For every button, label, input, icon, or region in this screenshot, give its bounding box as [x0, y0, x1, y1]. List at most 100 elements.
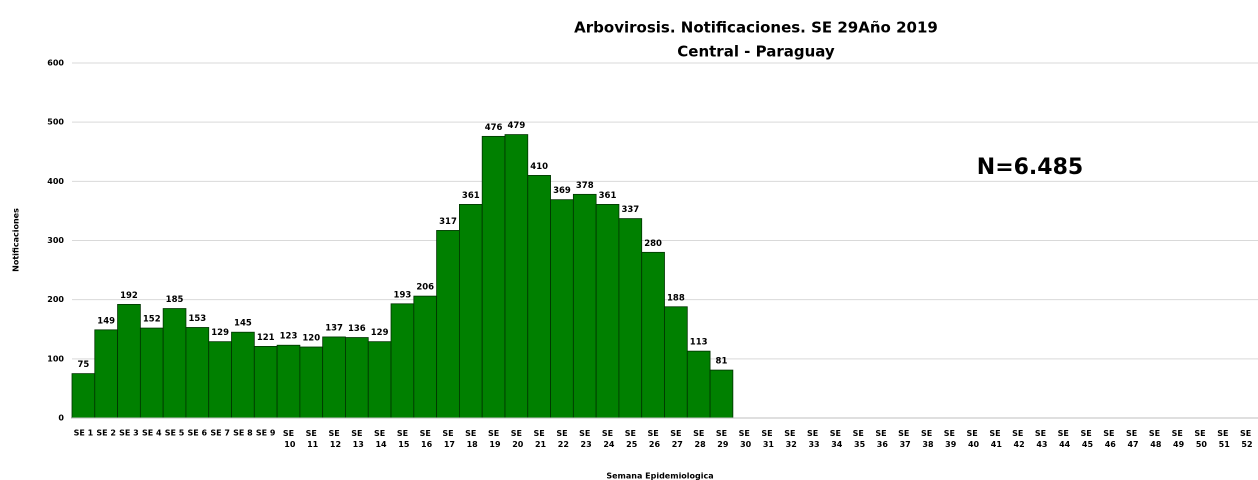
x-tick-label: SE 29	[715, 429, 729, 449]
y-tick-label: 0	[58, 414, 64, 423]
x-tick-label: SE 33	[806, 429, 820, 449]
x-tick-label: SE 37	[897, 429, 911, 449]
bar	[162, 308, 187, 419]
bar	[550, 199, 574, 419]
x-tick-label: SE 18	[464, 429, 478, 449]
value-label: 193	[394, 290, 412, 300]
x-tick-label: SE 14	[373, 429, 387, 449]
value-label: 476	[485, 123, 503, 133]
bar	[231, 331, 255, 419]
bar	[299, 346, 324, 419]
x-tick-label: SE 6	[188, 429, 208, 438]
x-tick-label: SE 42	[1011, 429, 1025, 449]
y-tick-label: 300	[47, 236, 64, 245]
x-tick-label: SE 32	[783, 429, 797, 449]
value-label: 206	[416, 283, 434, 293]
x-tick-label: SE 16	[418, 429, 432, 449]
value-label: 129	[371, 328, 389, 338]
bar	[664, 306, 688, 419]
bar	[641, 251, 665, 419]
bar	[413, 295, 438, 419]
x-tick-label: SE 9	[256, 429, 276, 438]
x-tick-label: SE 48	[1147, 429, 1161, 449]
value-label: 192	[120, 291, 138, 301]
bar	[94, 329, 118, 419]
value-label: 152	[143, 315, 161, 325]
x-tick-label: SE 22	[555, 429, 569, 449]
value-label: 137	[325, 323, 343, 333]
bar	[436, 230, 460, 419]
chart-subtitle: Central - Paraguay	[677, 43, 835, 61]
x-tick-label: SE 30	[737, 429, 751, 449]
value-label: 185	[166, 295, 184, 305]
x-tick-label: SE 17	[441, 429, 455, 449]
bar	[572, 193, 597, 419]
x-tick-label: SE 4	[142, 429, 162, 438]
bar	[504, 134, 529, 419]
value-label: 337	[621, 205, 639, 215]
x-tick-label: SE 31	[760, 429, 774, 449]
bar	[527, 175, 551, 419]
value-label: 75	[77, 360, 89, 370]
value-label: 153	[188, 314, 206, 324]
x-tick-label: SE 24	[601, 429, 615, 449]
bar	[185, 327, 210, 419]
x-tick-label: SE 51	[1216, 429, 1230, 449]
x-tick-label: SE 27	[669, 429, 683, 449]
x-tick-label: SE 44	[1056, 429, 1070, 449]
x-tick-label: SE 10	[282, 429, 296, 449]
x-tick-label: SE 39	[942, 429, 956, 449]
value-label: 317	[439, 217, 457, 227]
bar	[595, 204, 620, 419]
value-label: 81	[716, 357, 728, 367]
x-tick-label: SE 21	[532, 429, 546, 449]
value-label: 113	[690, 338, 708, 348]
x-tick-label: SE 38	[920, 429, 934, 449]
bar	[390, 303, 415, 419]
value-label: 121	[257, 333, 275, 343]
bar	[71, 373, 96, 419]
y-tick-label: 500	[47, 118, 64, 127]
value-label: 369	[553, 186, 571, 196]
x-tick-label: SE 1	[74, 429, 94, 438]
value-label: 188	[667, 293, 685, 303]
x-tick-label: SE 23	[578, 429, 592, 449]
bar	[686, 350, 711, 419]
annotation: N=6.485	[977, 155, 1083, 180]
x-tick-label: SE 41	[988, 429, 1002, 449]
value-label: 120	[302, 334, 320, 344]
bar	[322, 336, 346, 419]
x-tick-label: SE 13	[350, 429, 364, 449]
x-tick-label: SE 50	[1193, 429, 1207, 449]
value-label: 149	[97, 316, 115, 326]
x-tick-label: SE 26	[646, 429, 660, 449]
bar	[139, 327, 164, 419]
value-label: 479	[508, 121, 526, 131]
value-label: 145	[234, 319, 252, 329]
x-tick-label: SE 11	[304, 429, 318, 449]
x-tick-label: SE 43	[1034, 429, 1048, 449]
value-label: 361	[599, 191, 617, 201]
y-axis-label: Notificaciones	[12, 208, 21, 272]
x-tick-label: SE 2	[96, 429, 116, 438]
x-axis-label: Semana Epidemiologica	[606, 472, 713, 480]
x-tick-label: SE 19	[487, 429, 501, 449]
value-label: 378	[576, 181, 594, 191]
y-tick-label: 400	[47, 177, 64, 186]
bar	[117, 303, 141, 419]
x-tick-label: SE 45	[1079, 429, 1093, 449]
bar	[276, 344, 301, 419]
x-tick-label: SE 3	[119, 429, 139, 438]
x-tick-label: SE 12	[327, 429, 341, 449]
x-tick-label: SE 15	[395, 429, 409, 449]
bar	[208, 341, 232, 419]
x-tick-label: SE 52	[1239, 429, 1253, 449]
y-tick-label: 200	[47, 295, 64, 304]
value-label: 129	[211, 328, 229, 338]
x-tick-label: SE 36	[874, 429, 888, 449]
x-tick-label: SE 7	[210, 429, 230, 438]
bar	[709, 369, 734, 419]
value-label: 123	[280, 332, 298, 342]
y-tick-label: 100	[47, 354, 64, 363]
